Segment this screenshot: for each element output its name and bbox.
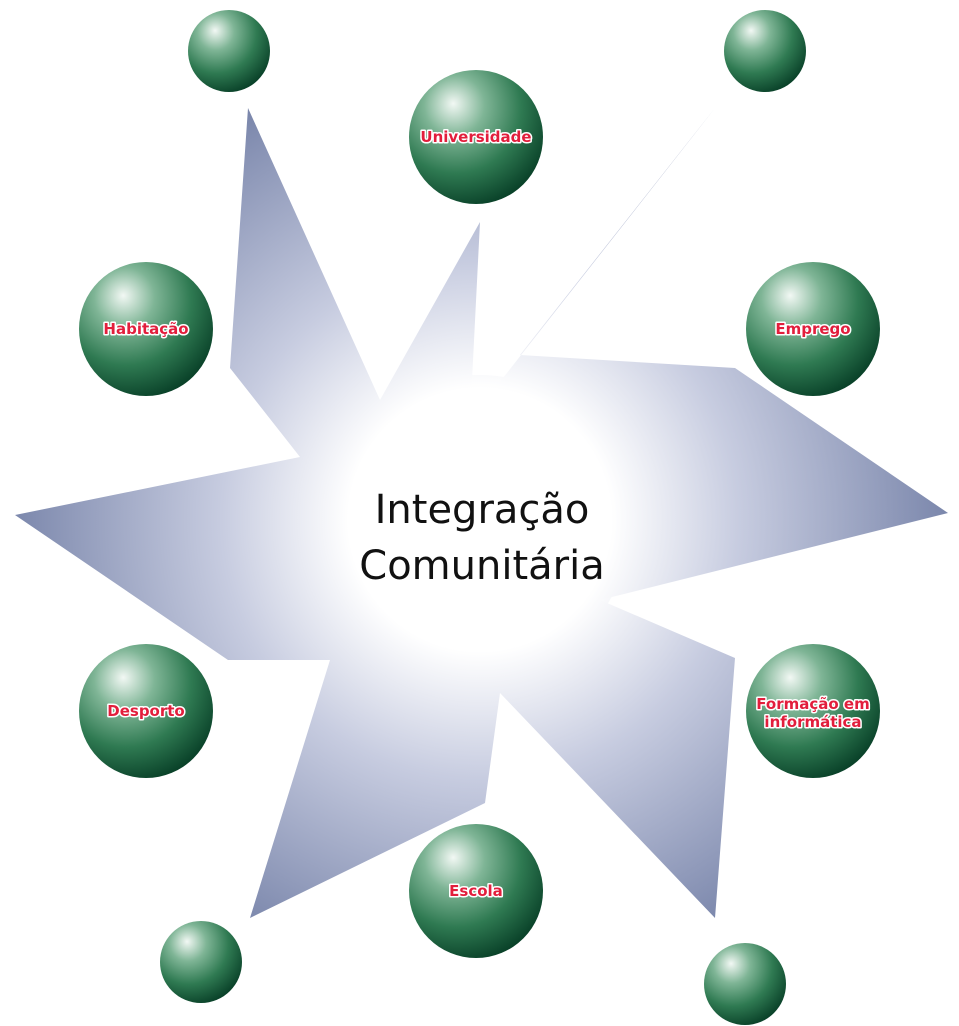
node-emprego: Emprego bbox=[746, 262, 880, 396]
node-sphere bbox=[746, 262, 880, 396]
node-label-line-2: informática bbox=[764, 713, 861, 731]
node-sphere bbox=[409, 824, 543, 958]
small-spheres bbox=[160, 10, 806, 1025]
node-label: Universidade bbox=[420, 128, 531, 146]
node-label-line-1: Formação em bbox=[756, 695, 869, 713]
center-title-line-1: Integração bbox=[375, 487, 590, 533]
node-habitacao: Habitação bbox=[79, 262, 213, 396]
node-sphere bbox=[79, 644, 213, 778]
node-formacao-em-informatica: Formação em informática bbox=[746, 644, 880, 778]
sphere-small-top-right bbox=[724, 10, 806, 92]
sphere-small-bottom-left bbox=[160, 921, 242, 1003]
center-title: Integração Comunitária bbox=[359, 487, 604, 589]
node-label: Emprego bbox=[775, 320, 850, 338]
sphere-small-bottom-right bbox=[704, 943, 786, 1025]
node-label: Desporto bbox=[107, 702, 184, 720]
node-universidade: Universidade bbox=[409, 70, 543, 204]
node-escola: Escola bbox=[409, 824, 543, 958]
node-sphere bbox=[746, 644, 880, 778]
node-sphere bbox=[79, 262, 213, 396]
star-burst bbox=[15, 108, 948, 918]
node-sphere bbox=[409, 70, 543, 204]
center-title-line-2: Comunitária bbox=[359, 543, 604, 589]
node-label: Habitação bbox=[103, 320, 188, 338]
node-label: Escola bbox=[449, 882, 503, 900]
node-desporto: Desporto bbox=[79, 644, 213, 778]
sphere-small-top-left bbox=[188, 10, 270, 92]
star-core bbox=[330, 375, 630, 675]
